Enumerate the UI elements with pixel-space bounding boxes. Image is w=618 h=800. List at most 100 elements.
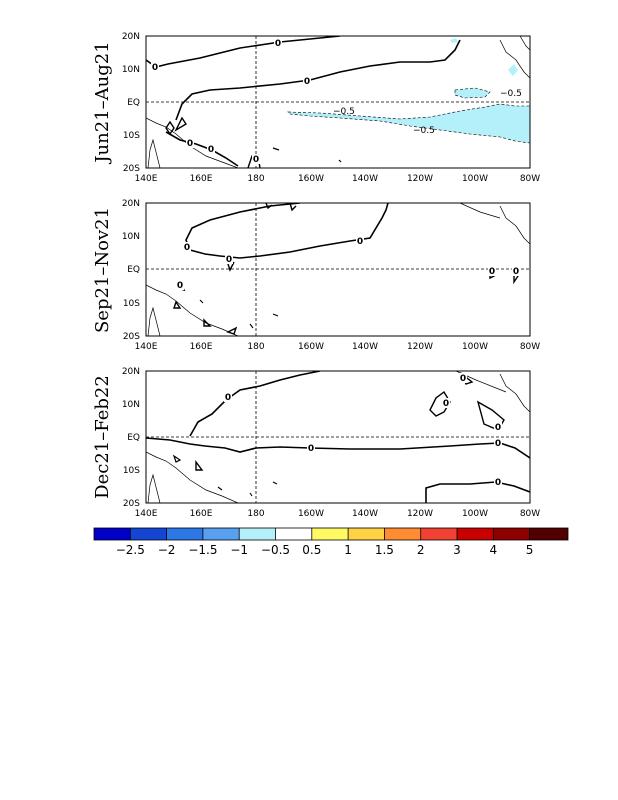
svg-text:0: 0 xyxy=(443,399,449,409)
colorbar-label: −2 xyxy=(158,543,176,557)
colorbar-label: 1 xyxy=(344,543,352,557)
contour-label: −0.5 xyxy=(413,126,435,136)
zero-contour xyxy=(272,147,280,151)
zero-contour xyxy=(172,454,182,463)
negative-anomaly-region xyxy=(450,38,458,43)
x-tick-label: 160E xyxy=(190,174,213,184)
contour-label: 0 xyxy=(252,154,260,165)
x-tick-label: 160E xyxy=(190,509,213,519)
zero-contour xyxy=(338,159,342,163)
svg-text:0: 0 xyxy=(357,237,363,247)
x-tick-label: 80W xyxy=(520,342,540,352)
y-tick-label: 20N xyxy=(122,199,140,209)
panel-sep-nov: 0 0 0 0 0 0 Sep21–Nov21 20N 10N EQ 10S 2… xyxy=(92,199,540,352)
panel-dec-feb: 0 0 0 0 0 0 0 Dec21–Feb22 20N 10N EQ xyxy=(92,367,540,519)
contour-label: 0 xyxy=(176,280,184,291)
contour-label: 0 xyxy=(459,373,467,384)
contour-label: −0.5 xyxy=(500,89,522,99)
coastline xyxy=(146,284,239,336)
zero-contour xyxy=(203,318,212,327)
x-tick-label: 80W xyxy=(520,174,540,184)
zero-contour xyxy=(195,459,204,471)
zero-contour xyxy=(199,299,279,329)
x-tick-label: 100W xyxy=(462,174,488,184)
contour-label: 0 xyxy=(494,438,502,449)
colorbar-label: −1.5 xyxy=(188,543,217,557)
panel-title: Sep21–Nov21 xyxy=(92,207,113,333)
zero-contour xyxy=(146,36,341,68)
contour-label: 0 xyxy=(274,38,282,49)
svg-text:0: 0 xyxy=(187,139,193,149)
colorbar-swatch xyxy=(94,528,131,540)
contour-label: 0 xyxy=(442,398,450,409)
colorbar-swatch xyxy=(420,528,457,540)
svg-text:0: 0 xyxy=(275,39,281,49)
colorbar-swatch xyxy=(275,528,312,540)
svg-text:0: 0 xyxy=(253,155,259,165)
colorbar-label: 1.5 xyxy=(375,543,394,557)
coastline xyxy=(499,373,530,413)
x-tick-label: 140W xyxy=(352,509,378,519)
colorbar-swatch xyxy=(166,528,203,540)
coastline xyxy=(147,138,161,168)
colorbar: −2.5 −2 −1.5 −1 −0.5 0.5 1 1.5 2 3 4 5 xyxy=(93,527,569,557)
x-tick-label: 100W xyxy=(462,509,488,519)
colorbar-swatch xyxy=(311,528,349,540)
contour-label: 0 xyxy=(512,266,520,277)
y-tick-label: 20S xyxy=(123,332,140,342)
x-tick-label: 120W xyxy=(407,174,433,184)
x-tick-label: 80W xyxy=(520,509,540,519)
svg-text:0: 0 xyxy=(152,63,158,73)
svg-text:0: 0 xyxy=(226,255,232,265)
colorbar-label: 0.5 xyxy=(302,543,321,557)
colorbar-swatch xyxy=(239,528,276,540)
svg-text:0: 0 xyxy=(460,374,466,384)
y-tick-label: 20S xyxy=(123,164,140,174)
y-tick-label: 10S xyxy=(123,466,140,476)
colorbar-swatch xyxy=(202,528,240,540)
svg-text:0: 0 xyxy=(513,267,519,277)
contour-label: 0 xyxy=(488,266,496,277)
panel-title: Jun21–Aug21 xyxy=(92,41,113,164)
coastline xyxy=(459,203,501,219)
coastline xyxy=(147,306,161,336)
coastline xyxy=(499,205,530,245)
x-tick-label: 160W xyxy=(298,509,324,519)
negative-anomaly-region xyxy=(454,87,491,99)
colorbar-label: −1 xyxy=(230,543,248,557)
zero-contour xyxy=(185,203,301,251)
contour-label: 0 xyxy=(186,138,194,149)
y-tick-label: 20N xyxy=(122,367,140,377)
zero-contour xyxy=(226,326,238,335)
x-tick-label: 180 xyxy=(247,174,264,184)
x-tick-label: 140W xyxy=(352,174,378,184)
y-tick-label: EQ xyxy=(127,265,140,275)
y-tick-label: 10S xyxy=(123,131,140,141)
colorbar-swatch xyxy=(348,528,385,540)
x-tick-label: 160W xyxy=(298,174,324,184)
contour-label: 0 xyxy=(303,76,311,87)
colorbar-label: 3 xyxy=(453,543,461,557)
contour-label: −0.5 xyxy=(333,107,355,117)
x-tick-label: 180 xyxy=(247,342,264,352)
x-tick-label: 120W xyxy=(407,342,433,352)
svg-text:0: 0 xyxy=(308,444,314,454)
contour-label: 0 xyxy=(307,443,315,454)
zero-contour xyxy=(174,116,187,132)
y-tick-label: 10N xyxy=(122,400,140,410)
zero-contour xyxy=(189,203,389,259)
x-tick-label: 160E xyxy=(190,342,213,352)
contour-label: 0 xyxy=(494,477,502,488)
x-tick-label: 140E xyxy=(135,509,158,519)
contour-label: 0 xyxy=(224,392,232,403)
coastline xyxy=(146,451,239,503)
x-tick-label: 100W xyxy=(462,342,488,352)
negative-anomaly-region xyxy=(508,64,518,76)
contour-label: 0 xyxy=(225,254,233,265)
zero-contour xyxy=(217,481,278,497)
colorbar-swatch xyxy=(130,528,167,540)
zero-contour xyxy=(146,437,530,459)
contour-label: 0 xyxy=(356,236,364,247)
colorbar-swatch xyxy=(493,528,530,540)
zero-contour xyxy=(165,120,175,136)
